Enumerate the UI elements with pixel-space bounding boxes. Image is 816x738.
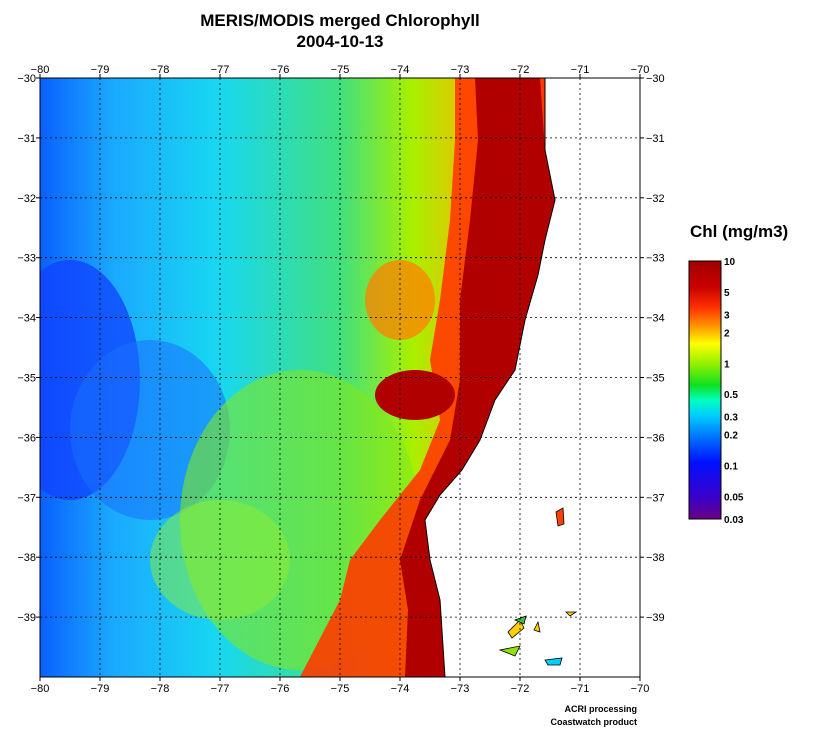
- offshore-eddy: [375, 370, 455, 420]
- lon-label-top: −77: [211, 64, 230, 76]
- colorbar-labels: 10 5 3 2 1 0.5 0.3 0.2 0.1 0.05 0.03: [724, 257, 744, 526]
- colorbar-label: 0.5: [724, 390, 738, 401]
- lat-label-left: −31: [17, 133, 36, 145]
- lon-label-top: −79: [91, 64, 110, 76]
- lat-label-right: −31: [646, 133, 665, 145]
- lon-label-bottom: −74: [391, 683, 410, 695]
- island: [544, 657, 563, 666]
- map-title-line1: MERIS/MODIS merged Chlorophyll: [200, 11, 480, 30]
- lat-label-right: −34: [646, 313, 665, 325]
- lon-label-top: −74: [391, 64, 410, 76]
- lat-label-left: −34: [17, 313, 36, 325]
- lat-label-right: −33: [646, 253, 665, 265]
- legend-title: Chl (mg/m3): [690, 222, 788, 241]
- colorbar-label: 1: [724, 359, 730, 370]
- lon-label-top: −75: [331, 64, 350, 76]
- lon-label-bottom: −73: [451, 683, 470, 695]
- colorbar-label: 3: [724, 310, 730, 321]
- lon-label-bottom: −75: [331, 683, 350, 695]
- graticule: [40, 78, 640, 677]
- colorbar-label: 2: [724, 328, 730, 339]
- lat-label-left: −35: [17, 373, 36, 385]
- colorbar: [688, 260, 722, 520]
- colorbar-label: 0.05: [724, 492, 744, 503]
- lat-label-left: −36: [17, 432, 36, 444]
- lon-label-bottom: −72: [511, 683, 530, 695]
- lon-label-top: −76: [271, 64, 290, 76]
- lon-label-bottom: −70: [631, 683, 650, 695]
- lat-label-left: −33: [17, 253, 36, 265]
- lat-label-left: −39: [17, 612, 36, 624]
- colorbar-label: 0.03: [724, 515, 744, 526]
- lon-label-bottom: −71: [571, 683, 590, 695]
- coastline: [424, 78, 556, 677]
- island: [555, 507, 565, 527]
- lon-label-top: −78: [151, 64, 170, 76]
- colorbar-label: 0.1: [724, 462, 738, 473]
- lon-label-top: −70: [631, 64, 650, 76]
- lon-label-bottom: −76: [271, 683, 290, 695]
- colorbar-label: 0.3: [724, 413, 738, 424]
- lon-label-top: −80: [31, 64, 50, 76]
- lon-label-top: −73: [451, 64, 470, 76]
- island: [533, 620, 541, 633]
- lat-label-left: −37: [17, 492, 36, 504]
- lat-label-right: −32: [646, 193, 665, 205]
- map-title-line2: 2004-10-13: [297, 32, 384, 51]
- lat-label-right: −37: [646, 492, 665, 504]
- lon-label-bottom: −78: [151, 683, 170, 695]
- colorbar-label: 5: [724, 288, 730, 299]
- colorbar-label: 0.2: [724, 431, 738, 442]
- land: [425, 78, 640, 677]
- island: [513, 615, 527, 625]
- lon-label-bottom: −80: [31, 683, 50, 695]
- island: [565, 611, 578, 617]
- lat-label-right: −39: [646, 612, 665, 624]
- colorbar-label: 10: [724, 257, 736, 268]
- lon-label-top: −72: [511, 64, 530, 76]
- lat-label-right: −38: [646, 552, 665, 564]
- lat-label-right: −36: [646, 432, 665, 444]
- lat-label-right: −35: [646, 373, 665, 385]
- axis-ticks: −80 −80 −79 −79 −78 −78 −77 −77 −76 −76 −75 −75 −74 −…: [17, 64, 664, 695]
- coastal-bloom-core: [400, 78, 555, 677]
- lon-label-top: −71: [571, 64, 590, 76]
- lon-label-bottom: −77: [211, 683, 230, 695]
- island: [498, 645, 521, 657]
- credit-product: Coastwatch product: [550, 717, 637, 727]
- credit-processing: ACRI processing: [564, 704, 637, 714]
- lat-label-left: −32: [17, 193, 36, 205]
- lat-label-left: −38: [17, 552, 36, 564]
- lon-label-bottom: −79: [91, 683, 110, 695]
- lat-label-left: −30: [17, 73, 36, 85]
- lat-label-right: −30: [646, 73, 665, 85]
